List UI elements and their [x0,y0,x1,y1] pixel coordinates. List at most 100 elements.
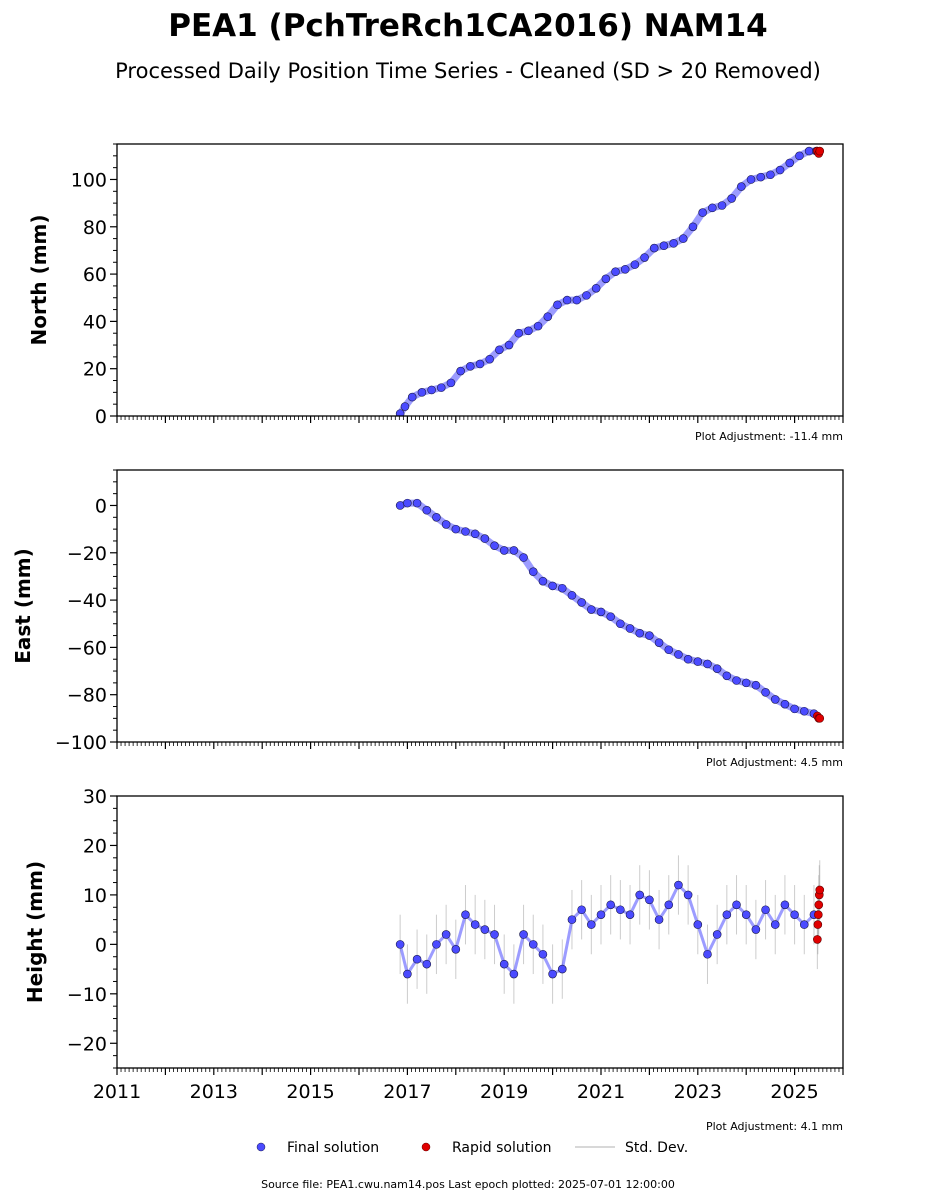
height-final-point [635,890,645,900]
height-final-point [509,969,519,979]
north-final-point [630,260,640,269]
east-final-point [780,699,790,709]
height-final-point [596,910,606,919]
east-final-point [790,704,799,714]
height-final-point [790,910,799,919]
height-final-point [780,900,790,910]
height-final-point [654,915,664,924]
height-final-point [761,905,770,915]
height-final-point [770,920,780,929]
east-rapid-point [815,714,825,723]
legend-final-marker [256,1142,266,1152]
east-final-trace [396,499,818,718]
north-plot-area: 0 20 40 60 80 100 [71,143,844,428]
north-final-point [395,409,405,416]
north-final-point [446,378,456,388]
east-final-point [761,688,770,697]
north-rapid-point [815,146,825,156]
legend-final-label: Final solution [287,1140,379,1156]
east-final-point [770,695,780,704]
east-final-point [470,529,480,539]
east-final-point [616,619,625,629]
east-final-point [422,505,432,515]
north-final-point [456,366,465,376]
height-final-point [741,910,751,919]
north-final-point [737,182,746,191]
height-final-point [538,949,548,959]
height-final-point [470,920,480,929]
height-xtick-label: 2019 [480,1081,528,1103]
north-ytick-label: 100 [71,169,107,191]
legend: Final solution Rapid solution Std. Dev. [256,1140,688,1156]
height-marks [395,855,825,1004]
height-final-point [548,969,557,979]
legend-rapid-label: Rapid solution [452,1140,552,1156]
east-final-point [403,498,412,508]
east-final-point [412,498,422,508]
north-final-point [766,170,775,180]
height-ytick-label: 30 [83,786,107,808]
height-final-point [480,925,490,934]
north-final-point [640,253,649,262]
north-final-point [746,175,756,184]
height-xtick-label: 2011 [93,1081,141,1103]
height-xtick-label: 2013 [190,1081,238,1103]
north-final-point [572,295,582,305]
legend-std-label: Std. Dev. [625,1140,688,1156]
height-rapid-point [813,920,823,929]
height-final-point [693,920,703,929]
north-final-point [485,354,494,364]
north-final-point [620,265,630,274]
east-final-point [395,501,405,510]
height-final-point [625,910,635,919]
east-final-point [645,631,654,640]
height-final-point [499,959,509,969]
height-final-point [403,969,412,979]
north-plot-adjustment: Plot Adjustment: -11.4 mm [695,430,843,443]
height-final-point [432,940,441,949]
north-final-point [688,222,698,232]
east-ytick-label: −20 [67,543,107,565]
height-final-point [664,900,674,910]
east-final-point [519,553,528,562]
north-ytick-label: 0 [95,406,107,428]
height-rapid-point [815,885,825,895]
height-rapid-point [814,910,823,919]
height-final-point [616,905,625,915]
height-final-point [732,900,741,910]
east-ytick-label: −80 [67,685,107,707]
east-final-point [674,650,683,659]
height-final-point [412,954,422,964]
north-final-point [785,158,795,168]
height-final-point [461,910,470,919]
east-final-point [635,628,645,638]
east-final-point [732,676,741,685]
legend-rapid-marker [421,1142,431,1152]
east-plot-adjustment: Plot Adjustment: 4.5 mm [706,756,843,769]
chart-title: PEA1 (PchTreRch1CA2016) NAM14 [168,8,767,44]
height-xtick-label: 2017 [383,1081,431,1103]
north-final-point [562,295,572,305]
east-plot-area: −100 −80 −60 −40 −20 0 [55,469,844,754]
height-ytick-label: 10 [83,885,107,907]
east-final-point [722,671,732,681]
north-final-point [708,203,717,213]
east-final-point [606,612,615,621]
north-final-point [427,385,436,395]
east-panel: −100 −80 −60 −40 −20 0 East (mm) Plot Adjustm… [11,469,844,769]
height-final-point [567,915,577,924]
north-ytick-label: 60 [83,264,107,286]
east-ytick-label: −40 [67,590,107,612]
height-xtick-label: 2015 [286,1081,334,1103]
north-final-point [659,241,669,251]
height-final-point [395,940,405,949]
height-plot-adjustment: Plot Adjustment: 4.1 mm [706,1120,843,1133]
height-panel: −20 −10 0 10 20 30 2011 2013 2015 2017 2019 2021 202… [23,786,844,1133]
east-final-point [461,527,470,536]
east-final-point [548,581,557,591]
height-final-point [528,940,538,949]
height-final-point [674,880,683,890]
height-final-point [799,920,809,929]
east-final-point [528,567,538,577]
